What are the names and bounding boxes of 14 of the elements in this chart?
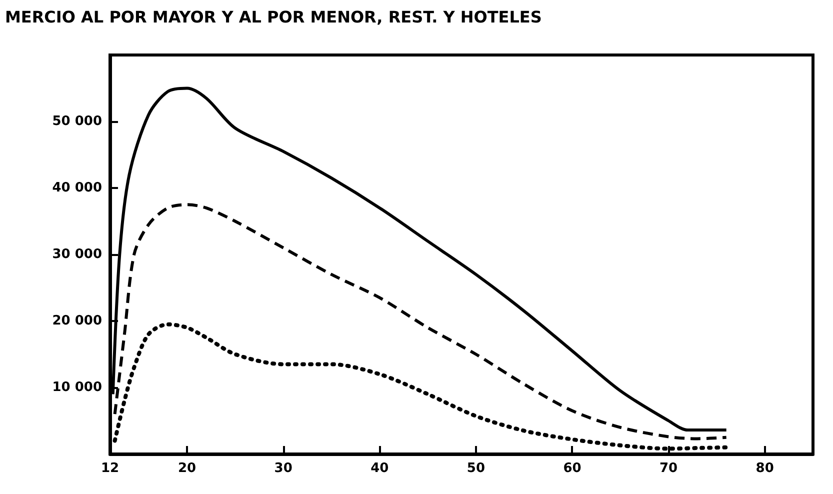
x-tick-label: 12 bbox=[100, 461, 120, 476]
x-tick-label: 40 bbox=[370, 461, 389, 476]
y-tick-label: 30 000 bbox=[52, 247, 102, 262]
x-tick-label: 20 bbox=[178, 461, 196, 476]
x-tick-label: 80 bbox=[756, 461, 774, 476]
y-tick-label: 50 000 bbox=[52, 114, 102, 129]
x-tick-label: 60 bbox=[563, 461, 582, 476]
x-tick-label: 30 bbox=[274, 461, 292, 476]
chart-title: MERCIO AL POR MAYOR Y AL POR MENOR, REST. Y HOTELES bbox=[5, 8, 542, 26]
y-tick-label: 20 000 bbox=[52, 314, 102, 328]
x-tick-label: 70 bbox=[660, 461, 678, 476]
x-tick-label: 50 bbox=[466, 461, 485, 476]
y-tick-label: 40 000 bbox=[52, 180, 102, 196]
y-tick-label: 10 000 bbox=[52, 380, 102, 395]
